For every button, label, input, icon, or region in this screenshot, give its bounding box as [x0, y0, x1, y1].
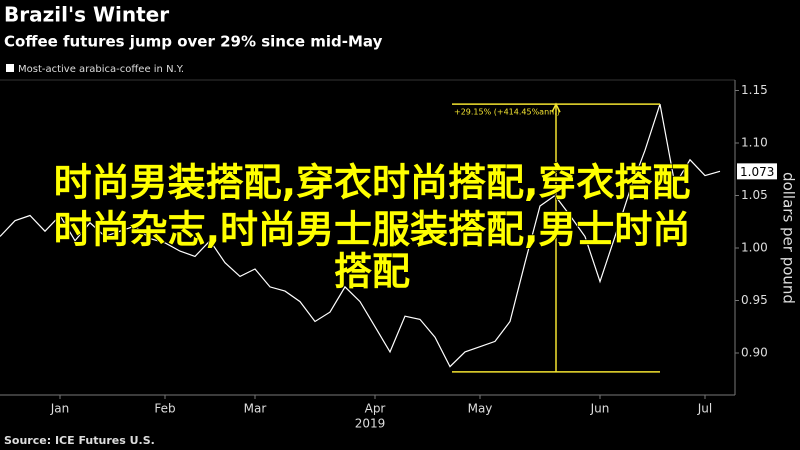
x-tick-label: Jan	[50, 402, 70, 416]
overlay-text: 时尚杂志,时尚男士服装搭配,男士时尚	[54, 208, 691, 252]
y-tick-label: 0.95	[741, 293, 768, 307]
y-tick-label: 1.10	[741, 136, 768, 150]
legend-swatch	[6, 64, 14, 72]
x-tick-label: May	[468, 402, 493, 416]
legend-label: Most-active arabica-coffee in N.Y.	[18, 64, 184, 75]
x-tick-label: Jun	[590, 402, 610, 416]
source: Source: ICE Futures U.S.	[4, 434, 155, 447]
overlay-text: 搭配	[334, 250, 410, 294]
annotation-arrow	[551, 102, 561, 113]
y-tick-label: 1.05	[741, 188, 768, 202]
x-year: 2019	[355, 417, 386, 431]
x-tick-label: Mar	[244, 402, 267, 416]
y-tick-label: 1.00	[741, 241, 768, 255]
chart-title: Brazil's Winter	[4, 3, 169, 27]
annotation-text: +29.15% (+414.45%ann.)	[454, 108, 560, 117]
overlay-text: 时尚男装搭配,穿衣时尚搭配,穿衣搭配	[54, 161, 691, 205]
last-value-label: 1.073	[740, 165, 774, 179]
line-series	[0, 103, 721, 368]
y-tick-label: 1.15	[741, 83, 768, 97]
chart-subtitle: Coffee futures jump over 29% since mid-M…	[4, 33, 383, 51]
x-tick-label: Apr	[365, 402, 386, 416]
y-tick-label: 0.90	[741, 346, 768, 360]
x-tick-label: Feb	[154, 402, 175, 416]
last-value-box	[737, 163, 777, 180]
y-axis-label: dollars per pound	[780, 172, 798, 304]
x-tick-label: Jul	[697, 402, 712, 416]
